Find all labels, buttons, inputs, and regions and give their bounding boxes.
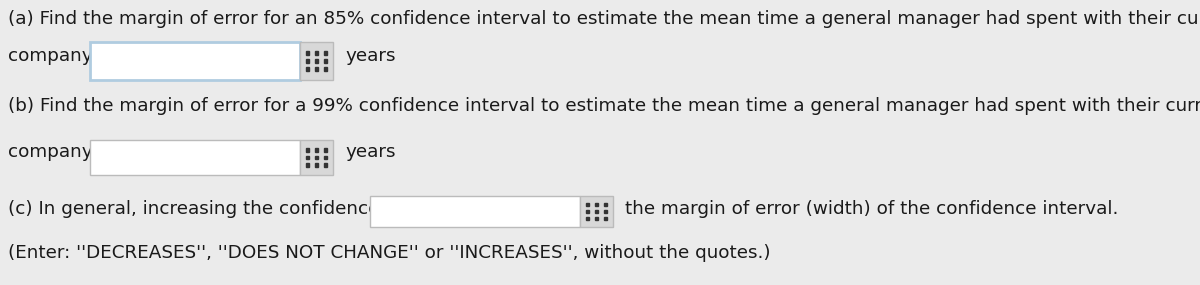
Bar xyxy=(316,51,318,54)
Bar xyxy=(324,51,328,54)
Bar xyxy=(316,68,318,71)
Bar xyxy=(306,164,308,167)
Bar xyxy=(316,164,318,167)
FancyBboxPatch shape xyxy=(580,196,613,227)
FancyBboxPatch shape xyxy=(90,140,300,175)
Text: (a) Find the margin of error for an 85% confidence interval to estimate the mean: (a) Find the margin of error for an 85% … xyxy=(8,10,1200,28)
Bar xyxy=(586,217,589,220)
Bar xyxy=(605,203,607,206)
FancyBboxPatch shape xyxy=(370,196,580,227)
Bar xyxy=(605,210,607,213)
Bar xyxy=(324,156,328,159)
Bar xyxy=(324,164,328,167)
Bar xyxy=(316,59,318,63)
Text: years: years xyxy=(346,143,396,161)
Text: (Enter: ''DECREASES'', ''DOES NOT CHANGE'' or ''INCREASES'', without the quotes.: (Enter: ''DECREASES'', ''DOES NOT CHANGE… xyxy=(8,244,770,262)
Bar xyxy=(324,59,328,63)
Text: (c) In general, increasing the confidence level: (c) In general, increasing the confidenc… xyxy=(8,200,428,218)
Bar xyxy=(605,217,607,220)
Bar xyxy=(306,51,308,54)
Bar xyxy=(595,203,598,206)
Bar xyxy=(316,148,318,152)
Bar xyxy=(324,68,328,71)
Bar xyxy=(306,68,308,71)
Bar xyxy=(586,210,589,213)
Text: the margin of error (width) of the confidence interval.: the margin of error (width) of the confi… xyxy=(625,200,1118,218)
Bar xyxy=(306,156,308,159)
Text: company:: company: xyxy=(8,47,97,65)
Bar xyxy=(595,210,598,213)
FancyBboxPatch shape xyxy=(300,42,334,80)
Bar xyxy=(586,203,589,206)
Bar xyxy=(306,148,308,152)
Text: (b) Find the margin of error for a 99% confidence interval to estimate the mean : (b) Find the margin of error for a 99% c… xyxy=(8,97,1200,115)
Bar xyxy=(595,217,598,220)
Bar xyxy=(316,156,318,159)
Bar xyxy=(324,148,328,152)
Bar xyxy=(306,59,308,63)
FancyBboxPatch shape xyxy=(90,42,300,80)
Text: years: years xyxy=(346,47,396,65)
Text: company:: company: xyxy=(8,143,97,161)
FancyBboxPatch shape xyxy=(300,140,334,175)
